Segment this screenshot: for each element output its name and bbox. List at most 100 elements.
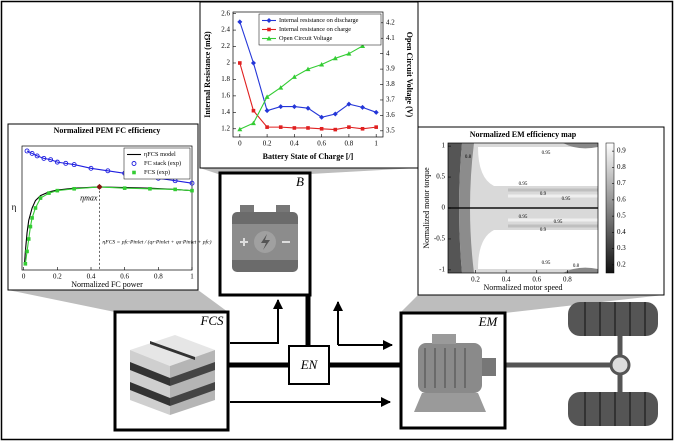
chart-title: Normalized EM efficiency map xyxy=(470,130,577,139)
x-tick-label: 0 xyxy=(22,273,26,281)
marker xyxy=(25,250,29,254)
contour-label: 0.95 xyxy=(542,151,551,156)
y-axis-label: Normalized motor torque xyxy=(422,167,431,249)
marker xyxy=(173,188,177,192)
x-tick-label: 0.8 xyxy=(563,276,572,284)
y2-tick-label: 4.1 xyxy=(386,34,395,42)
legend-marker xyxy=(132,171,136,175)
x-tick-label: 0.8 xyxy=(154,273,163,281)
y-tick-label: 1.6 xyxy=(221,91,230,99)
x-axis-label: Battery State of Charge [/] xyxy=(263,152,354,161)
colorbar-tick-label: 0.7 xyxy=(617,179,626,187)
marker xyxy=(56,189,60,193)
marker xyxy=(29,225,33,229)
contour-label: 0.95 xyxy=(519,215,528,220)
contour-label: 0.9 xyxy=(540,192,547,197)
colorbar-tick-label: 0.4 xyxy=(617,228,626,236)
legend-marker xyxy=(267,28,271,32)
contour-label: 0.95 xyxy=(519,182,528,187)
marker xyxy=(279,125,283,129)
x-tick-label: 0.6 xyxy=(317,140,326,148)
y2-tick-label: 4 xyxy=(386,49,390,57)
marker xyxy=(190,189,194,193)
y-axis-label: Internal Resistance (mΩ) xyxy=(203,31,212,118)
marker xyxy=(265,125,269,129)
marker xyxy=(39,196,43,200)
block-label: EN xyxy=(300,357,319,372)
colorbar-tick-label: 0.8 xyxy=(617,163,626,171)
contour-label: 0.95 xyxy=(562,197,571,202)
contour-label: 0.8 xyxy=(573,264,580,269)
contour-label: 0.95 xyxy=(554,220,563,225)
marker xyxy=(293,126,297,130)
y2-axis-label: Open Circuit Voltage (V) xyxy=(405,32,414,118)
marker xyxy=(24,262,28,266)
y-tick-label: 1.4 xyxy=(221,108,230,116)
diagram: B FCS EN EM 1.2 1.4 1.6 1.8 2 2.2 2.4 2.6 3.5 3.6… xyxy=(0,0,674,441)
legend-label: FC stack (exp) xyxy=(144,160,181,167)
marker xyxy=(374,125,378,129)
colorbar-tick-label: 0.9 xyxy=(617,147,626,155)
marker xyxy=(34,206,38,210)
map-strip xyxy=(508,195,598,198)
map-strip xyxy=(508,189,598,192)
block-label: FCS xyxy=(199,313,224,328)
marker xyxy=(148,187,152,191)
y-tick-label: 1.2 xyxy=(221,124,230,132)
x-axis-label: Normalized FC power xyxy=(71,280,143,289)
colorbar xyxy=(606,143,614,273)
map-region xyxy=(478,147,598,186)
legend-label: ηFCS model xyxy=(144,151,176,158)
block-label: EM xyxy=(478,314,499,329)
formula: ηFCS = pfc·Pinlet / (qr·Pinlet + qa·Pinl… xyxy=(102,238,211,245)
x-tick-label: 0.2 xyxy=(471,276,480,284)
colorbar-tick-label: 0.6 xyxy=(617,195,626,203)
marker xyxy=(361,127,365,131)
y2-tick-label: 3.7 xyxy=(386,96,395,104)
marker xyxy=(320,127,324,131)
y2-tick-label: 3.8 xyxy=(386,80,395,88)
contour-label: 0.9 xyxy=(540,228,547,233)
legend-label: Open Circuit Voltage xyxy=(279,35,332,42)
x-tick-label: 0.8 xyxy=(345,140,354,148)
colorbar-tick-label: 0.5 xyxy=(617,212,626,220)
colorbar-tick-label: 0.2 xyxy=(617,260,626,268)
marker xyxy=(47,191,51,195)
y-tick-label: -1 xyxy=(439,266,445,274)
max-label: ηmax xyxy=(80,194,98,203)
x-axis-label: Normalized motor speed xyxy=(483,283,562,292)
map-region xyxy=(478,230,598,269)
y-axis-label: η xyxy=(12,202,17,212)
y-tick-label: 2.2 xyxy=(221,42,230,50)
colorbar-tick-label: 0.3 xyxy=(617,244,626,252)
y-tick-label: -0.5 xyxy=(434,235,446,243)
x-tick-label: 1 xyxy=(374,140,378,148)
marker xyxy=(252,109,256,113)
x-tick-label: 0.2 xyxy=(263,140,272,148)
y-tick-label: 2.4 xyxy=(221,26,230,34)
legend-label: FCS (exp) xyxy=(144,169,170,176)
y-tick-label: 1.8 xyxy=(221,75,230,83)
y-tick-label: 2.6 xyxy=(221,9,230,17)
marker xyxy=(27,237,31,241)
y-tick-label: 0 xyxy=(442,204,446,212)
marker xyxy=(72,187,76,191)
marker xyxy=(306,126,310,130)
block-label: B xyxy=(296,174,304,189)
y-tick-label: 1 xyxy=(442,142,446,150)
marker xyxy=(333,128,337,132)
marker xyxy=(30,216,34,220)
y-tick-label: 2 xyxy=(227,59,231,67)
y2-tick-label: 3.5 xyxy=(386,126,395,134)
legend-label: Internal resistance on discharge xyxy=(279,17,359,24)
y2-tick-label: 3.6 xyxy=(386,111,395,119)
x-tick-label: 0.4 xyxy=(290,140,299,148)
chart-title: Normalized PEM FC efficiency xyxy=(54,126,161,135)
y-tick-label: 0.5 xyxy=(436,173,445,181)
legend-label: Internal resistance on charge xyxy=(279,26,351,33)
contour-label: 0.95 xyxy=(542,261,551,266)
x-tick-label: 0 xyxy=(238,140,242,148)
x-tick-label: 0.2 xyxy=(53,273,62,281)
contour-label: 0.8 xyxy=(465,155,472,160)
marker xyxy=(347,125,351,129)
